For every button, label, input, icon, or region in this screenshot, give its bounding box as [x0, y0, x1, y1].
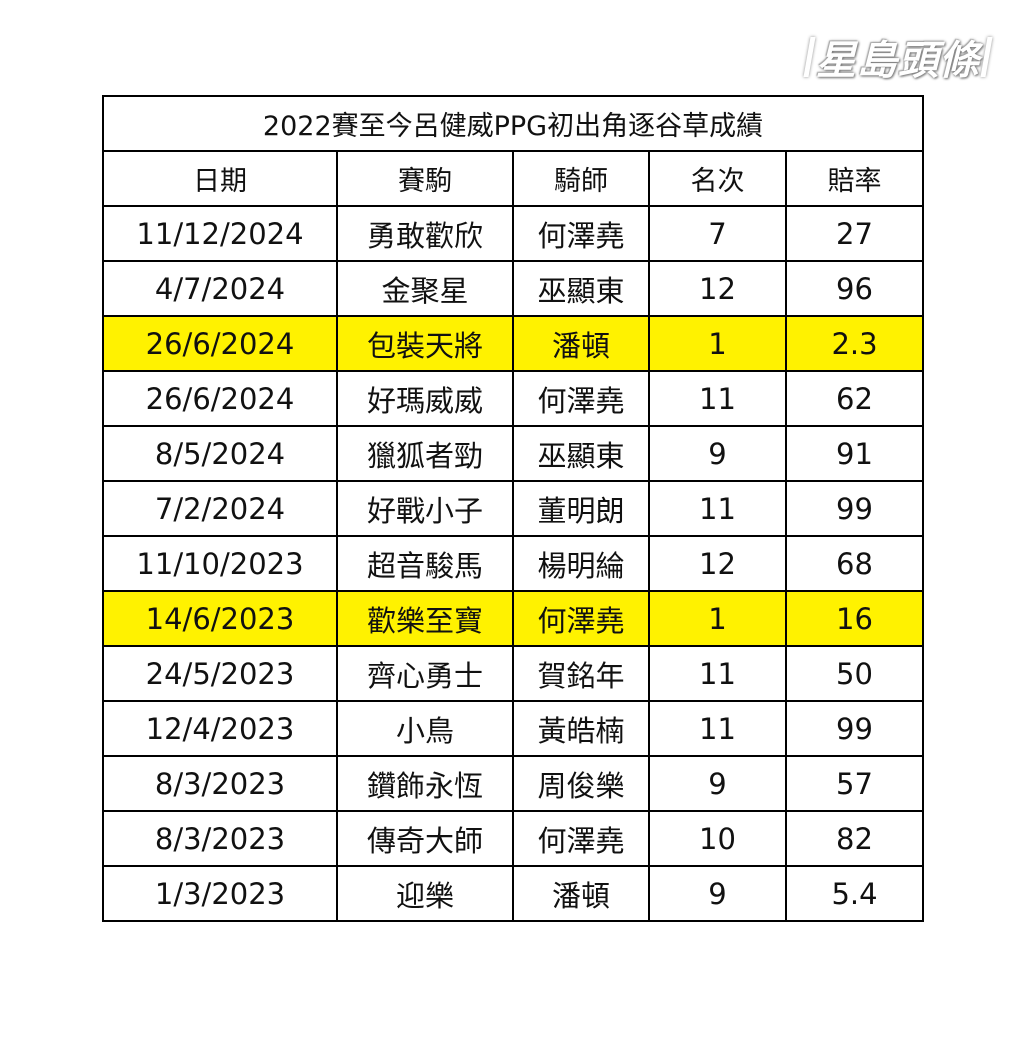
- header-jockey: 騎師: [512, 150, 650, 207]
- jockey-cell: 潘頓: [512, 865, 650, 922]
- date-cell: 26/6/2024: [102, 315, 338, 372]
- place-cell: 9: [648, 865, 787, 922]
- date-cell: 1/3/2023: [102, 865, 338, 922]
- odds-cell: 50: [784, 645, 925, 702]
- logo-bar-left: [803, 37, 816, 77]
- header-horse: 賽駒: [336, 150, 514, 207]
- horse-cell: 好戰小子: [336, 480, 514, 537]
- jockey-cell: 何澤堯: [512, 810, 650, 867]
- odds-cell: 82: [784, 810, 925, 867]
- place-cell: 1: [648, 315, 787, 372]
- place-cell: 10: [648, 810, 787, 867]
- jockey-cell: 董明朗: [512, 480, 650, 537]
- horse-cell: 勇敢歡欣: [336, 205, 514, 262]
- odds-cell: 62: [784, 370, 925, 427]
- place-cell: 1: [648, 590, 787, 647]
- table-row: 8/3/2023 鑽飾永恆 周俊樂 9 57: [102, 755, 925, 812]
- table-row: 4/7/2024 金聚星 巫顯東 12 96: [102, 260, 925, 317]
- horse-cell: 好瑪威威: [336, 370, 514, 427]
- place-cell: 7: [648, 205, 787, 262]
- horse-cell: 齊心勇士: [336, 645, 514, 702]
- table-row: 26/6/2024 包裝天將 潘頓 1 2.3: [102, 315, 925, 372]
- place-cell: 11: [648, 480, 787, 537]
- date-cell: 12/4/2023: [102, 700, 338, 757]
- place-cell: 9: [648, 425, 787, 482]
- odds-cell: 5.4: [784, 865, 925, 922]
- date-cell: 14/6/2023: [102, 590, 338, 647]
- table-row: 11/10/2023 超音駿馬 楊明綸 12 68: [102, 535, 925, 592]
- horse-cell: 鑽飾永恆: [336, 755, 514, 812]
- jockey-cell: 何澤堯: [512, 205, 650, 262]
- date-cell: 8/3/2023: [102, 755, 338, 812]
- table-row: 12/4/2023 小鳥 黃皓楠 11 99: [102, 700, 925, 757]
- horse-cell: 傳奇大師: [336, 810, 514, 867]
- logo-text: 星島頭條: [816, 38, 980, 84]
- table-row: 1/3/2023 迎樂 潘頓 9 5.4: [102, 865, 925, 922]
- jockey-cell: 巫顯東: [512, 260, 650, 317]
- odds-cell: 99: [784, 700, 925, 757]
- place-cell: 11: [648, 700, 787, 757]
- odds-cell: 27: [784, 205, 925, 262]
- place-cell: 11: [648, 645, 787, 702]
- date-cell: 4/7/2024: [102, 260, 338, 317]
- logo: 星島頭條: [788, 32, 1008, 84]
- jockey-cell: 周俊樂: [512, 755, 650, 812]
- jockey-cell: 何澤堯: [512, 590, 650, 647]
- jockey-cell: 黃皓楠: [512, 700, 650, 757]
- odds-cell: 96: [784, 260, 925, 317]
- odds-cell: 57: [784, 755, 925, 812]
- logo-bar-right: [980, 37, 993, 77]
- odds-cell: 16: [784, 590, 925, 647]
- horse-cell: 金聚星: [336, 260, 514, 317]
- jockey-cell: 何澤堯: [512, 370, 650, 427]
- odds-cell: 2.3: [784, 315, 925, 372]
- table-title: 2022賽至今呂健威PPG初出角逐谷草成績: [101, 95, 925, 152]
- header-date: 日期: [102, 150, 338, 207]
- jockey-cell: 賀銘年: [512, 645, 650, 702]
- date-cell: 26/6/2024: [102, 370, 338, 427]
- jockey-cell: 楊明綸: [512, 535, 650, 592]
- date-cell: 24/5/2023: [102, 645, 338, 702]
- date-cell: 11/10/2023: [102, 535, 338, 592]
- table-row: 8/5/2024 獵狐者勁 巫顯東 9 91: [102, 425, 925, 482]
- place-cell: 9: [648, 755, 787, 812]
- table-row: 26/6/2024 好瑪威威 何澤堯 11 62: [102, 370, 925, 427]
- date-cell: 8/3/2023: [102, 810, 338, 867]
- horse-cell: 歡樂至寶: [336, 590, 514, 647]
- results-table: 2022賽至今呂健威PPG初出角逐谷草成績 日期 賽駒 騎師 名次 賠率 11/…: [101, 95, 925, 922]
- header-place: 名次: [648, 150, 787, 207]
- horse-cell: 迎樂: [336, 865, 514, 922]
- header-odds: 賠率: [784, 150, 925, 207]
- table-row: 14/6/2023 歡樂至寶 何澤堯 1 16: [102, 590, 925, 647]
- odds-cell: 99: [784, 480, 925, 537]
- table-row: 11/12/2024 勇敢歡欣 何澤堯 7 27: [102, 205, 925, 262]
- date-cell: 11/12/2024: [102, 205, 338, 262]
- odds-cell: 68: [784, 535, 925, 592]
- odds-cell: 91: [784, 425, 925, 482]
- place-cell: 11: [648, 370, 787, 427]
- place-cell: 12: [648, 535, 787, 592]
- horse-cell: 小鳥: [336, 700, 514, 757]
- horse-cell: 包裝天將: [336, 315, 514, 372]
- table-row: 8/3/2023 傳奇大師 何澤堯 10 82: [102, 810, 925, 867]
- jockey-cell: 巫顯東: [512, 425, 650, 482]
- table-row: 24/5/2023 齊心勇士 賀銘年 11 50: [102, 645, 925, 702]
- horse-cell: 超音駿馬: [336, 535, 514, 592]
- horse-cell: 獵狐者勁: [336, 425, 514, 482]
- place-cell: 12: [648, 260, 787, 317]
- date-cell: 8/5/2024: [102, 425, 338, 482]
- table-row: 7/2/2024 好戰小子 董明朗 11 99: [102, 480, 925, 537]
- date-cell: 7/2/2024: [102, 480, 338, 537]
- jockey-cell: 潘頓: [512, 315, 650, 372]
- header-row: 日期 賽駒 騎師 名次 賠率: [102, 150, 925, 207]
